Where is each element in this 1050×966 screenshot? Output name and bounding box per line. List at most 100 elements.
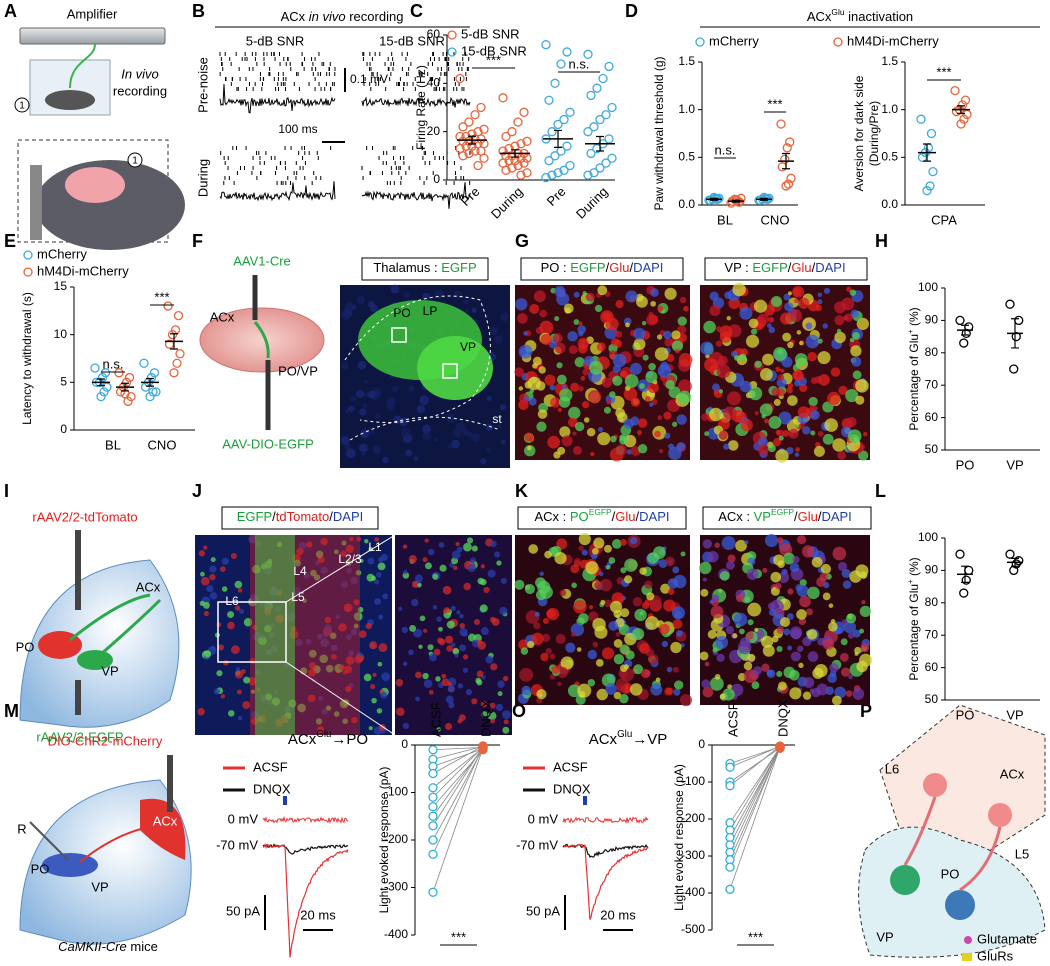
cell xyxy=(435,676,441,682)
error-bar xyxy=(923,143,931,162)
glutamate-icon xyxy=(964,936,972,944)
cell xyxy=(453,429,462,438)
cell xyxy=(582,291,587,296)
legend-marker xyxy=(695,37,705,47)
cell xyxy=(476,670,484,678)
cell xyxy=(823,582,830,589)
cell xyxy=(782,430,790,437)
layer-label: L4 xyxy=(293,564,307,578)
cell xyxy=(322,631,329,638)
cell xyxy=(790,651,801,662)
cell xyxy=(350,577,358,585)
data-point xyxy=(964,565,974,576)
cell xyxy=(365,622,372,630)
y-tick-label: 5 xyxy=(60,375,67,389)
cell xyxy=(803,677,815,688)
x-tick-label: DNQX xyxy=(775,699,790,737)
cell xyxy=(760,367,773,381)
cell xyxy=(439,564,447,572)
cell xyxy=(633,327,646,340)
cell xyxy=(385,399,396,409)
y-tick-label: -300 xyxy=(384,880,408,894)
cell xyxy=(809,410,820,420)
cell xyxy=(657,415,663,421)
cell xyxy=(459,613,464,619)
roi xyxy=(217,601,287,663)
cell xyxy=(540,333,552,346)
cell xyxy=(476,679,483,686)
cell xyxy=(679,296,687,304)
cell xyxy=(654,430,661,438)
cell xyxy=(364,379,369,384)
cell xyxy=(855,379,869,393)
cell xyxy=(438,638,446,646)
cell xyxy=(199,600,205,607)
label-part: DAPI xyxy=(821,509,851,524)
cell xyxy=(310,569,317,577)
cell xyxy=(625,650,635,660)
cell xyxy=(471,433,481,443)
legend-label: mCherry xyxy=(37,246,87,261)
error-bar xyxy=(170,333,178,350)
cell xyxy=(372,445,382,455)
data-point xyxy=(470,146,480,156)
significance: n.s. xyxy=(715,142,736,157)
thalamus-region xyxy=(858,826,1046,958)
cell xyxy=(480,564,486,569)
cell xyxy=(660,583,671,594)
cell xyxy=(527,445,532,451)
cell xyxy=(528,544,539,554)
cell xyxy=(714,542,720,548)
cell xyxy=(315,550,324,559)
cell xyxy=(556,292,570,306)
cell xyxy=(776,645,783,653)
cell xyxy=(459,644,467,652)
cell xyxy=(565,642,576,653)
y-tick-label: 15 xyxy=(54,279,68,293)
cell xyxy=(590,451,595,457)
cell xyxy=(624,575,633,584)
cell xyxy=(856,660,868,673)
cell xyxy=(773,398,781,406)
cell xyxy=(665,556,675,567)
cell xyxy=(702,686,714,698)
pair-line xyxy=(432,747,484,789)
cell xyxy=(636,429,643,435)
cell xyxy=(441,673,447,679)
cell xyxy=(342,718,348,725)
cell xyxy=(572,446,582,455)
cell xyxy=(822,638,834,650)
cell xyxy=(463,582,472,591)
cell xyxy=(341,540,347,546)
cell xyxy=(650,288,659,297)
cell xyxy=(827,673,837,683)
panel-label: H xyxy=(875,231,888,251)
cell xyxy=(463,299,469,305)
cell xyxy=(203,611,209,617)
data-point xyxy=(709,192,719,203)
cell xyxy=(807,586,820,600)
significance: *** xyxy=(154,289,169,304)
cell xyxy=(587,678,596,687)
cell xyxy=(859,444,866,451)
cell xyxy=(559,426,571,438)
cell xyxy=(639,383,645,389)
cell xyxy=(719,570,730,581)
cell xyxy=(794,452,800,457)
cell xyxy=(550,397,561,408)
cell xyxy=(338,623,347,632)
cell xyxy=(315,718,323,725)
cell xyxy=(524,583,535,595)
cell xyxy=(704,431,710,437)
cell xyxy=(237,588,243,593)
cell xyxy=(788,669,800,681)
cell xyxy=(451,439,460,449)
legend-marker xyxy=(833,37,843,47)
zoom-line xyxy=(285,661,396,736)
data-point xyxy=(595,163,605,173)
trace xyxy=(262,815,349,824)
neuron-l6 xyxy=(923,773,947,797)
cell xyxy=(699,561,712,575)
cell xyxy=(822,433,834,445)
cell xyxy=(315,560,320,566)
